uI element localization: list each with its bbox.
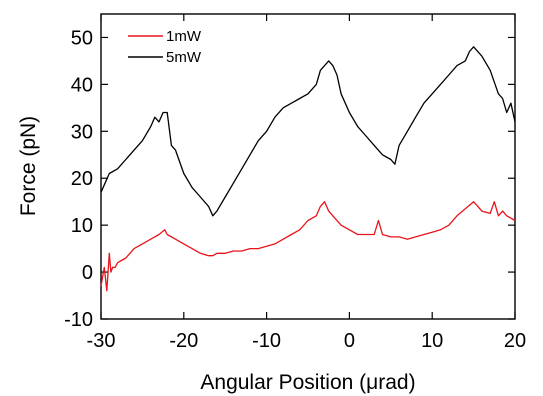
y-tick-label: 50: [71, 27, 93, 49]
x-tick-label: 10: [421, 330, 443, 352]
plot-frame: [100, 13, 516, 320]
series-line-5mw: [100, 46, 516, 217]
legend: 1mW 5mW: [128, 28, 202, 66]
x-tick-label: -10: [252, 330, 281, 352]
tick-marks: [100, 14, 516, 320]
x-tick-label: -20: [169, 330, 198, 352]
x-tick-label: 0: [344, 330, 355, 352]
y-tick-label: 30: [71, 121, 93, 143]
x-tick-labels: -30 -20 -10 0 10 20: [87, 330, 527, 352]
y-tick-labels: -10 0 10 20 30 40 50: [64, 27, 93, 331]
y-tick-label: 10: [71, 215, 93, 237]
x-tick-label: 20: [504, 330, 526, 352]
series-line-1mw: [100, 201, 516, 292]
y-tick-label: 40: [71, 74, 93, 96]
x-tick-label: -30: [87, 330, 116, 352]
y-axis-label: Force (pN): [17, 116, 40, 216]
x-axis-label: Angular Position (μrad): [200, 371, 415, 394]
y-tick-label: 20: [71, 168, 93, 190]
legend-label-1mw: 1mW: [166, 28, 202, 45]
y-tick-label: -10: [64, 309, 93, 331]
y-tick-label: 0: [82, 262, 93, 284]
legend-label-5mw: 5mW: [166, 49, 202, 66]
series-lines: [100, 46, 516, 292]
